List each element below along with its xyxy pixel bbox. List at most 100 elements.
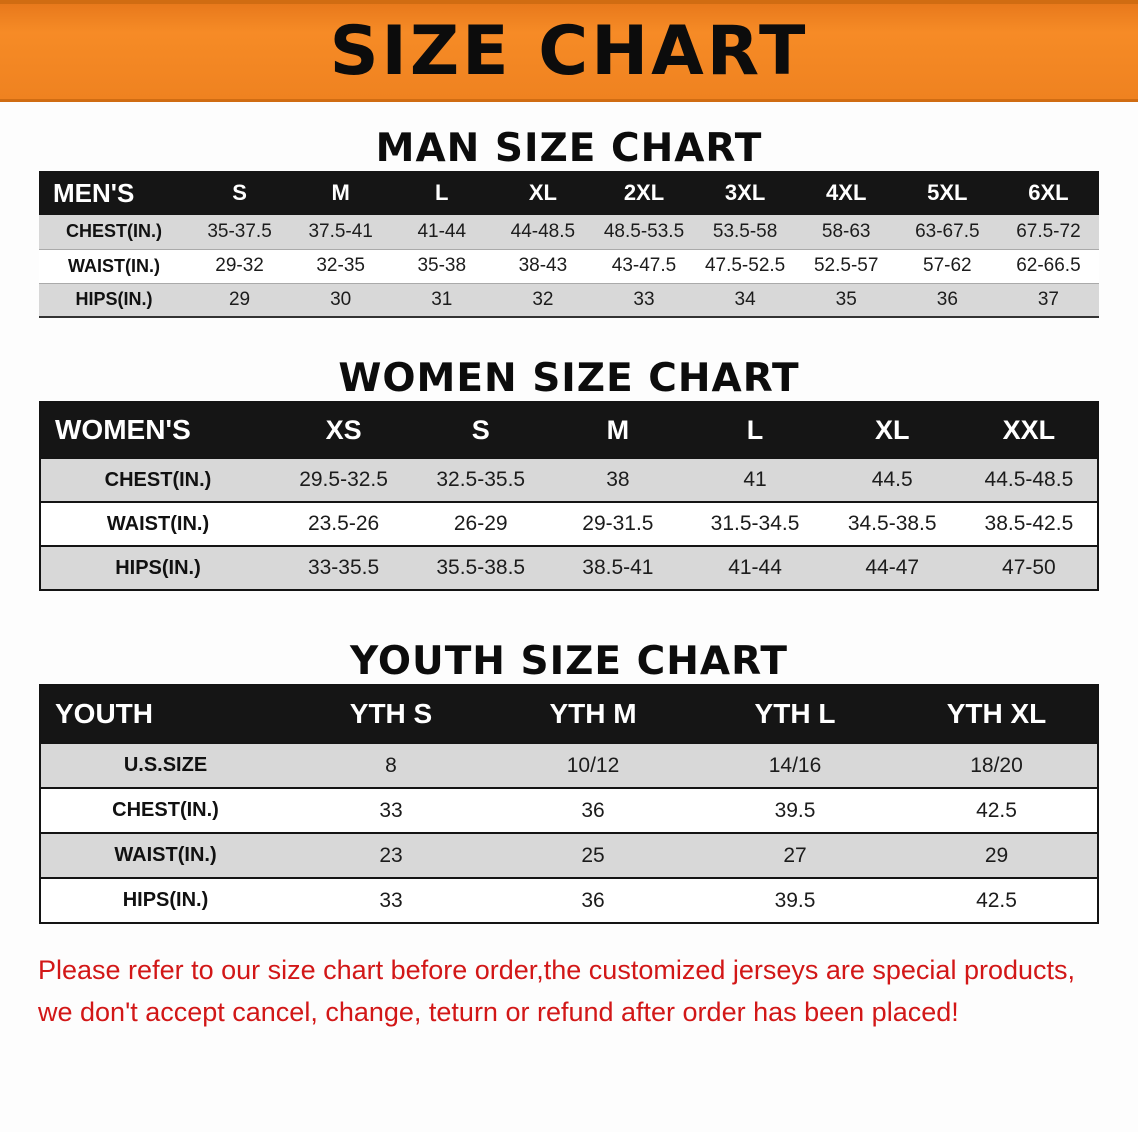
size-value-cell: 18/20 bbox=[970, 753, 1023, 777]
table-row: WAIST(IN.) 29-32 32-35 35-38 38-43 43-47.5 47.… bbox=[39, 249, 1099, 283]
size-value-cell: 34.5-38.5 bbox=[847, 512, 937, 535]
size-value-cell: 36 bbox=[581, 888, 605, 912]
row-label: HIPS(IN.) bbox=[122, 889, 209, 911]
size-column-header: 5XL bbox=[896, 171, 998, 215]
size-column-header: 2XL bbox=[593, 171, 695, 215]
row-label: CHEST(IN.) bbox=[112, 799, 219, 821]
size-value-cell: 14/16 bbox=[768, 753, 822, 777]
table-header-row: WOMEN'S XS S M L XL XXL bbox=[40, 402, 1098, 458]
size-value-cell: 42.5 bbox=[976, 798, 1017, 822]
men-section-heading: MAN SIZE CHART bbox=[375, 126, 763, 171]
size-value-cell: 41 bbox=[743, 468, 767, 491]
size-column-header: YTH XL bbox=[896, 685, 1098, 743]
size-value-cell: 38-43 bbox=[518, 255, 568, 276]
size-value-cell: 48.5-53.5 bbox=[603, 220, 685, 242]
row-label: CHEST(IN.) bbox=[104, 468, 212, 491]
size-value-cell: 8 bbox=[385, 753, 397, 777]
size-value-cell: 30 bbox=[330, 288, 352, 310]
size-column-header: 4XL bbox=[795, 171, 897, 215]
size-value-cell: 67.5-72 bbox=[1016, 220, 1081, 242]
size-value-cell: 33-35.5 bbox=[307, 556, 380, 579]
size-value-cell: 53.5-58 bbox=[712, 220, 778, 242]
size-value-cell: 32.5-35.5 bbox=[436, 468, 526, 491]
size-value-cell: 42.5 bbox=[976, 888, 1017, 912]
table-row: CHEST(IN.) 29.5-32.5 32.5-35.5 38 41 44.5 44.5… bbox=[40, 458, 1098, 502]
row-label: WAIST(IN.) bbox=[68, 255, 160, 276]
size-value-cell: 52.5-57 bbox=[813, 255, 879, 276]
size-value-cell: 29-32 bbox=[215, 255, 264, 276]
size-chart-content: MAN SIZE CHART MEN'S S M L XL 2XL 3XL 4XL 5XL 6XL… bbox=[0, 126, 1138, 1034]
disclaimer-line-1: Please refer to our size chart before or… bbox=[38, 955, 1076, 985]
size-value-cell: 37.5-41 bbox=[308, 220, 373, 242]
size-column-header: L bbox=[686, 402, 824, 458]
size-value-cell: 35 bbox=[835, 288, 857, 310]
size-value-cell: 27 bbox=[783, 843, 807, 867]
size-value-cell: 41-44 bbox=[728, 556, 782, 579]
size-value-cell: 29 bbox=[984, 843, 1009, 867]
table-corner-label: MEN'S bbox=[39, 171, 189, 215]
size-value-cell: 23.5-26 bbox=[307, 512, 380, 535]
men-section: MAN SIZE CHART MEN'S S M L XL 2XL 3XL 4XL 5XL 6XL… bbox=[0, 126, 1138, 318]
disclaimer-line-2: we don't accept cancel, change, teturn o… bbox=[38, 996, 959, 1027]
size-value-cell: 47-50 bbox=[1002, 556, 1056, 579]
size-value-cell: 43-47.5 bbox=[611, 255, 677, 276]
size-value-cell: 33 bbox=[379, 798, 403, 822]
youth-section-heading: YOUTH SIZE CHART bbox=[350, 639, 788, 684]
size-column-header: M bbox=[549, 402, 687, 458]
row-label: HIPS(IN.) bbox=[115, 556, 201, 579]
women-section: WOMEN SIZE CHART WOMEN'S XS S M L XL XXL CHEST(… bbox=[0, 356, 1138, 591]
table-row: HIPS(IN.) 33 36 39.5 42.5 bbox=[40, 878, 1098, 923]
table-row: CHEST(IN.) 35-37.5 37.5-41 41-44 44-48.5 48.5… bbox=[39, 215, 1099, 249]
size-value-cell: 44.5-48.5 bbox=[984, 468, 1074, 491]
size-value-cell: 33 bbox=[633, 288, 655, 310]
size-value-cell: 35-37.5 bbox=[207, 220, 272, 242]
women-size-table: WOMEN'S XS S M L XL XXL CHEST(IN.) 29.5-32.5 32.5… bbox=[39, 401, 1099, 591]
size-value-cell: 38.5-41 bbox=[582, 556, 654, 579]
table-row: CHEST(IN.) 33 36 39.5 42.5 bbox=[40, 788, 1098, 833]
size-value-cell: 35.5-38.5 bbox=[436, 556, 526, 579]
size-value-cell: 34 bbox=[734, 288, 756, 310]
row-label: WAIST(IN.) bbox=[114, 844, 217, 866]
size-value-cell: 32-35 bbox=[316, 255, 365, 276]
size-value-cell: 37 bbox=[1037, 288, 1059, 310]
size-value-cell: 26-29 bbox=[453, 512, 508, 535]
size-value-cell: 44-48.5 bbox=[510, 220, 576, 242]
size-column-header: M bbox=[290, 171, 392, 215]
size-value-cell: 32 bbox=[532, 288, 554, 310]
size-column-header: YTH L bbox=[694, 685, 896, 743]
table-corner-label: YOUTH bbox=[40, 685, 290, 743]
size-column-header: YTH S bbox=[290, 685, 492, 743]
size-column-header: XS bbox=[275, 402, 413, 458]
size-value-cell: 29.5-32.5 bbox=[299, 468, 388, 491]
row-label: HIPS(IN.) bbox=[75, 289, 153, 310]
size-column-header: YTH M bbox=[492, 685, 694, 743]
size-value-cell: 57-62 bbox=[923, 255, 972, 276]
size-value-cell: 39.5 bbox=[774, 888, 816, 912]
women-section-heading: WOMEN SIZE CHART bbox=[338, 356, 800, 401]
size-value-cell: 10/12 bbox=[566, 753, 620, 777]
size-value-cell: 39.5 bbox=[774, 798, 816, 822]
size-value-cell: 25 bbox=[581, 843, 605, 867]
size-value-cell: 23 bbox=[379, 843, 403, 867]
youth-section: YOUTH SIZE CHART YOUTH YTH S YTH M YTH L YTH… bbox=[0, 639, 1138, 924]
size-value-cell: 41-44 bbox=[417, 220, 467, 242]
size-value-cell: 31 bbox=[431, 288, 453, 310]
size-column-header: S bbox=[412, 402, 550, 458]
row-label: CHEST(IN.) bbox=[66, 221, 162, 242]
men-size-table: MEN'S S M L XL 2XL 3XL 4XL 5XL 6XL CHEST(IN.) 35-37… bbox=[39, 171, 1099, 318]
table-corner-label: WOMEN'S bbox=[40, 402, 275, 458]
size-column-header: XL bbox=[823, 402, 961, 458]
banner: SIZE CHART bbox=[0, 0, 1138, 102]
size-value-cell: 58-63 bbox=[821, 220, 871, 242]
table-row: WAIST(IN.) 23.5-26 26-29 29-31.5 31.5-34.5 34… bbox=[40, 502, 1098, 546]
size-value-cell: 36 bbox=[581, 798, 605, 822]
size-column-header: XXL bbox=[960, 402, 1098, 458]
row-label: U.S.SIZE bbox=[123, 754, 208, 776]
table-row: WAIST(IN.) 23 25 27 29 bbox=[40, 833, 1098, 878]
size-column-header: L bbox=[391, 171, 493, 215]
page-title: SIZE CHART bbox=[329, 12, 809, 91]
disclaimer: Please refer to our size chart before or… bbox=[0, 950, 1138, 1034]
table-header-row: MEN'S S M L XL 2XL 3XL 4XL 5XL 6XL bbox=[39, 171, 1099, 215]
size-column-header: S bbox=[189, 171, 291, 215]
table-row: HIPS(IN.) 29 30 31 32 33 34 35 36 37 bbox=[39, 283, 1099, 317]
